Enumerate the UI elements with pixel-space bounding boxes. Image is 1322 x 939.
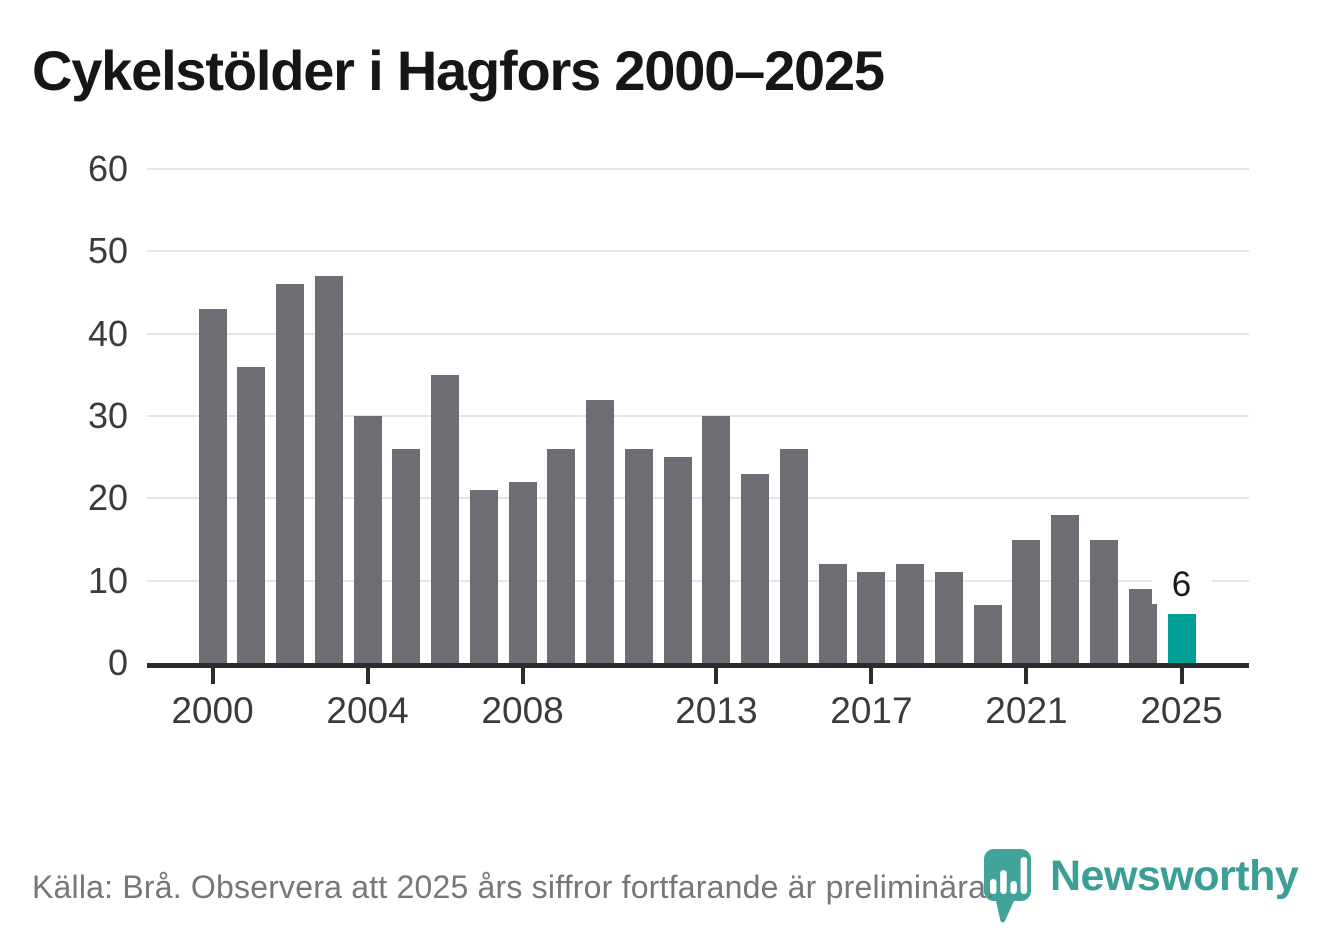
- gridline-10: [147, 579, 1249, 582]
- bar-2015: [779, 448, 808, 663]
- newsworthy-logo-icon: [984, 849, 1031, 923]
- bar-2000: [198, 308, 227, 663]
- y-tick-label: 40: [87, 312, 128, 354]
- bar-2013: [702, 416, 731, 663]
- x-tick-label: 2000: [171, 690, 254, 731]
- x-axis-line: [147, 663, 1249, 668]
- newsworthy-logo: Newsworthy: [982, 848, 1299, 928]
- x-tick-label: 2025: [1140, 690, 1223, 731]
- bar-2014: [741, 473, 770, 663]
- y-tick-label: 0: [107, 642, 128, 683]
- gridline-20: [147, 497, 1249, 500]
- gridline-50: [147, 250, 1249, 253]
- bar-2020: [973, 605, 1002, 663]
- y-tick-label: 20: [87, 477, 128, 519]
- bar-2010: [586, 399, 615, 663]
- bar-2003: [314, 276, 343, 663]
- chart-title: Cykelstölder i Hagfors 2000–2025: [32, 39, 885, 102]
- x-tick-2000: [210, 668, 215, 684]
- gridline-60: [147, 168, 1249, 171]
- x-tick-label: 2004: [326, 690, 409, 731]
- x-tick-label: 2008: [481, 690, 564, 731]
- bar-2019: [934, 572, 963, 663]
- y-tick-label: 50: [87, 230, 128, 272]
- bar-2018: [896, 564, 925, 663]
- x-tick-label: 2013: [675, 690, 758, 731]
- bar-2022: [1051, 514, 1080, 663]
- bar-2011: [624, 448, 653, 663]
- gridline-40: [147, 332, 1249, 335]
- bar-2001: [237, 366, 266, 663]
- bar-2002: [276, 284, 305, 663]
- bar-2012: [663, 457, 692, 663]
- bar-2025: [1167, 613, 1196, 663]
- source-note: Källa: Brå. Observera att 2025 års siffr…: [32, 869, 996, 905]
- x-tick-label: 2021: [985, 690, 1068, 731]
- highlight-value-label: 6: [1151, 565, 1212, 604]
- bar-2016: [818, 564, 847, 663]
- y-tick-label: 10: [87, 559, 128, 601]
- x-tick-2021: [1024, 668, 1029, 684]
- bar-2023: [1089, 539, 1118, 663]
- bar-2021: [1012, 539, 1041, 663]
- x-tick-2025: [1179, 668, 1184, 684]
- bar-2009: [547, 448, 576, 663]
- newsworthy-logo-text: Newsworthy: [1050, 852, 1299, 900]
- bar-2006: [431, 374, 460, 663]
- x-tick-2017: [869, 668, 874, 684]
- bar-2017: [857, 572, 886, 663]
- bar-2005: [392, 448, 421, 663]
- bar-2004: [353, 416, 382, 663]
- x-tick-2004: [365, 668, 370, 684]
- x-tick-label: 2017: [830, 690, 913, 731]
- bar-2007: [469, 490, 498, 663]
- y-tick-label: 30: [87, 395, 128, 436]
- x-tick-2013: [714, 668, 719, 684]
- gridline-30: [147, 415, 1249, 417]
- x-tick-2008: [520, 668, 525, 684]
- bar-2008: [508, 481, 537, 663]
- y-tick-label: 60: [87, 148, 128, 190]
